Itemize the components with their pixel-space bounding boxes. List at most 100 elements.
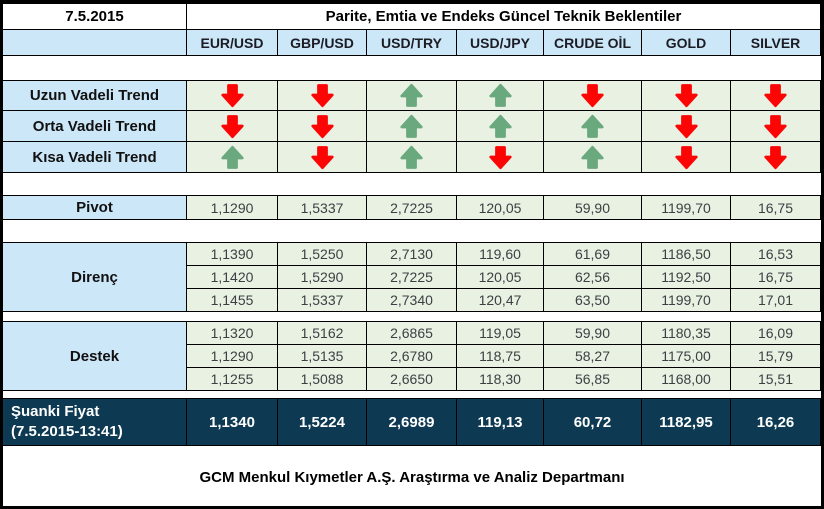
pivot-row: Pivot 1,1290 1,5337 2,7225 120,05 59,90 … bbox=[3, 195, 821, 220]
pivot-value: 1199,70 bbox=[642, 196, 731, 220]
trend-cell bbox=[731, 111, 821, 142]
resistance-value: 1192,50 bbox=[642, 266, 731, 289]
current-price-value: 16,26 bbox=[731, 399, 821, 446]
support-value: 16,09 bbox=[731, 322, 821, 345]
trend-cell bbox=[187, 81, 278, 111]
pivot-label: Pivot bbox=[3, 196, 187, 220]
trend-cell bbox=[544, 142, 642, 173]
resistance-value: 1186,50 bbox=[642, 243, 731, 266]
current-price-label: Şuanki Fiyat (7.5.2015-13:41) bbox=[3, 399, 187, 446]
support-value: 1,1290 bbox=[187, 345, 278, 368]
current-price-value: 1,1340 bbox=[187, 399, 278, 446]
trend-cell bbox=[457, 81, 544, 111]
trend-row-short: Kısa Vadeli Trend bbox=[3, 142, 821, 173]
resistance-value: 1,1390 bbox=[187, 243, 278, 266]
current-price-row: Şuanki Fiyat (7.5.2015-13:41) 1,1340 1,5… bbox=[3, 398, 821, 446]
trend-cell bbox=[278, 111, 367, 142]
resistance-value: 62,56 bbox=[544, 266, 642, 289]
down-arrow-icon bbox=[309, 114, 336, 139]
trend-cell bbox=[544, 81, 642, 111]
trend-cell bbox=[457, 142, 544, 173]
trend-cell bbox=[187, 111, 278, 142]
resistance-value: 17,01 bbox=[731, 289, 821, 312]
spacer bbox=[3, 391, 821, 398]
up-arrow-icon bbox=[487, 83, 514, 108]
up-arrow-icon bbox=[398, 114, 425, 139]
trend-cell bbox=[367, 111, 457, 142]
column-header-eurusd: EUR/USD bbox=[187, 30, 278, 56]
up-arrow-icon bbox=[579, 114, 606, 139]
support-value: 2,6780 bbox=[367, 345, 457, 368]
resistance-value: 1,5337 bbox=[278, 289, 367, 312]
down-arrow-icon bbox=[673, 145, 700, 170]
resistance-value: 63,50 bbox=[544, 289, 642, 312]
down-arrow-icon bbox=[309, 83, 336, 108]
trend-cell bbox=[731, 142, 821, 173]
column-header-silver: SILVER bbox=[731, 30, 821, 56]
column-header-row: EUR/USD GBP/USD USD/TRY USD/JPY CRUDE Oİ… bbox=[3, 30, 821, 56]
down-arrow-icon bbox=[762, 145, 789, 170]
trend-cell bbox=[367, 142, 457, 173]
resistance-value: 120,47 bbox=[457, 289, 544, 312]
pivot-value: 59,90 bbox=[544, 196, 642, 220]
support-value: 119,05 bbox=[457, 322, 544, 345]
trend-mid-label: Orta Vadeli Trend bbox=[3, 111, 187, 142]
resistance-value: 1199,70 bbox=[642, 289, 731, 312]
support-value: 1,1320 bbox=[187, 322, 278, 345]
up-arrow-icon bbox=[398, 83, 425, 108]
spacer bbox=[3, 312, 821, 321]
spacer bbox=[3, 56, 821, 80]
resistance-value: 61,69 bbox=[544, 243, 642, 266]
trend-cell bbox=[731, 81, 821, 111]
current-price-value: 2,6989 bbox=[367, 399, 457, 446]
resistance-label: Direnç bbox=[3, 243, 187, 312]
pivot-value: 1,1290 bbox=[187, 196, 278, 220]
trend-cell bbox=[367, 81, 457, 111]
resistance-value: 1,1420 bbox=[187, 266, 278, 289]
column-header-gbpusd: GBP/USD bbox=[278, 30, 367, 56]
pivot-value: 16,75 bbox=[731, 196, 821, 220]
column-header-usdjpy: USD/JPY bbox=[457, 30, 544, 56]
column-header-usdtry: USD/TRY bbox=[367, 30, 457, 56]
support-value: 1180,35 bbox=[642, 322, 731, 345]
support-value: 118,75 bbox=[457, 345, 544, 368]
up-arrow-icon bbox=[398, 145, 425, 170]
trend-cell bbox=[642, 81, 731, 111]
current-price-label-line2: (7.5.2015-13:41) bbox=[11, 423, 123, 440]
support-value: 58,27 bbox=[544, 345, 642, 368]
up-arrow-icon bbox=[579, 145, 606, 170]
down-arrow-icon bbox=[673, 83, 700, 108]
down-arrow-icon bbox=[219, 114, 246, 139]
resistance-value: 1,1455 bbox=[187, 289, 278, 312]
current-price-value: 119,13 bbox=[457, 399, 544, 446]
trend-cell bbox=[544, 111, 642, 142]
support-value: 1168,00 bbox=[642, 368, 731, 391]
column-header-crudeoil: CRUDE OİL bbox=[544, 30, 642, 56]
support-value: 2,6865 bbox=[367, 322, 457, 345]
trend-row-long: Uzun Vadeli Trend bbox=[3, 80, 821, 111]
pivot-value: 2,7225 bbox=[367, 196, 457, 220]
up-arrow-icon bbox=[219, 145, 246, 170]
trend-long-label: Uzun Vadeli Trend bbox=[3, 81, 187, 111]
down-arrow-icon bbox=[487, 145, 514, 170]
pivot-value: 1,5337 bbox=[278, 196, 367, 220]
footer-text: GCM Menkul Kıymetler A.Ş. Araştırma ve A… bbox=[3, 446, 821, 506]
resistance-value: 1,5250 bbox=[278, 243, 367, 266]
trend-short-label: Kısa Vadeli Trend bbox=[3, 142, 187, 173]
support-value: 1,1255 bbox=[187, 368, 278, 391]
down-arrow-icon bbox=[762, 114, 789, 139]
trend-cell bbox=[187, 142, 278, 173]
resistance-value: 120,05 bbox=[457, 266, 544, 289]
trend-cell bbox=[278, 142, 367, 173]
down-arrow-icon bbox=[219, 83, 246, 108]
support-value: 59,90 bbox=[544, 322, 642, 345]
trend-row-mid: Orta Vadeli Trend bbox=[3, 111, 821, 142]
resistance-block: Direnç 1,1390 1,5250 2,7130 119,60 61,69… bbox=[3, 242, 821, 312]
support-value: 118,30 bbox=[457, 368, 544, 391]
support-value: 2,6650 bbox=[367, 368, 457, 391]
up-arrow-icon bbox=[487, 114, 514, 139]
down-arrow-icon bbox=[579, 83, 606, 108]
trend-cell bbox=[457, 111, 544, 142]
support-block: Destek 1,1320 1,5162 2,6865 119,05 59,90… bbox=[3, 321, 821, 391]
